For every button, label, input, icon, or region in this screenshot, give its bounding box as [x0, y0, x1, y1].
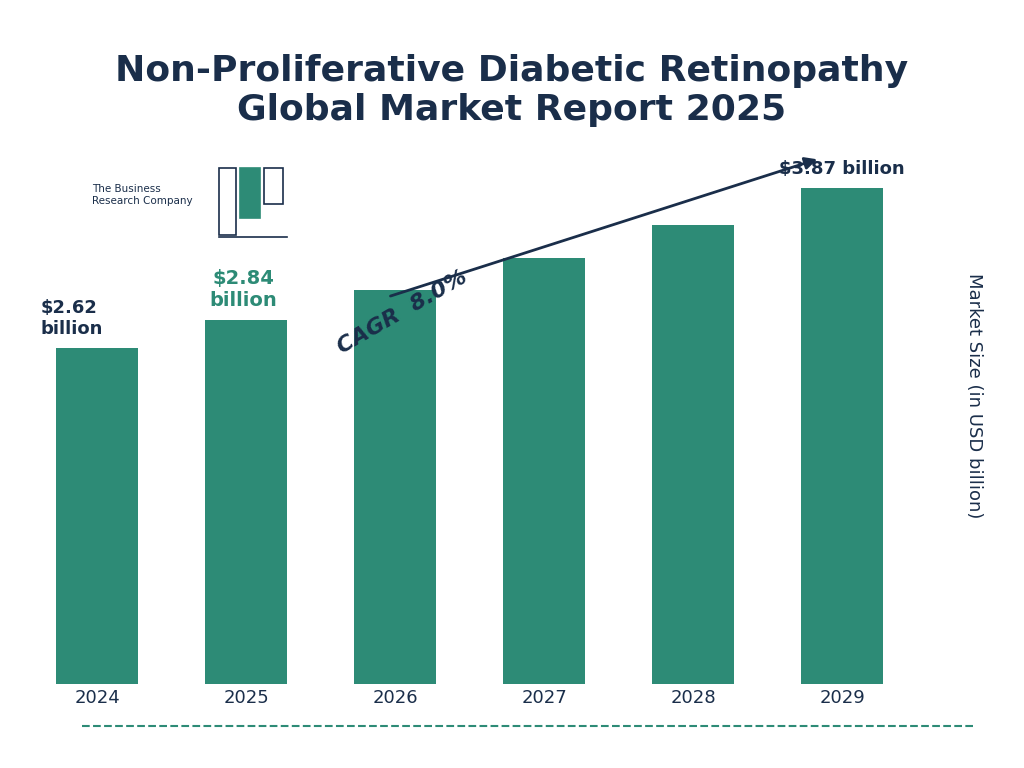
Bar [264, 168, 283, 204]
Bar [219, 168, 236, 235]
Bar [802, 188, 884, 684]
Bar [56, 348, 138, 684]
Bar [652, 225, 734, 684]
Text: $2.84
billion: $2.84 billion [210, 269, 278, 310]
Text: Non-Proliferative Diabetic Retinopathy
Global Market Report 2025: Non-Proliferative Diabetic Retinopathy G… [116, 54, 908, 127]
Text: The Business
Research Company: The Business Research Company [92, 184, 193, 206]
Text: $2.62
billion: $2.62 billion [41, 299, 103, 338]
Bar [240, 168, 260, 218]
Text: $3.87 billion: $3.87 billion [779, 160, 905, 177]
Bar [504, 259, 586, 684]
Text: Market Size (in USD billion): Market Size (in USD billion) [966, 273, 983, 518]
Text: CAGR  8.0%: CAGR 8.0% [335, 266, 471, 357]
Bar [206, 320, 288, 684]
Bar [354, 290, 436, 684]
